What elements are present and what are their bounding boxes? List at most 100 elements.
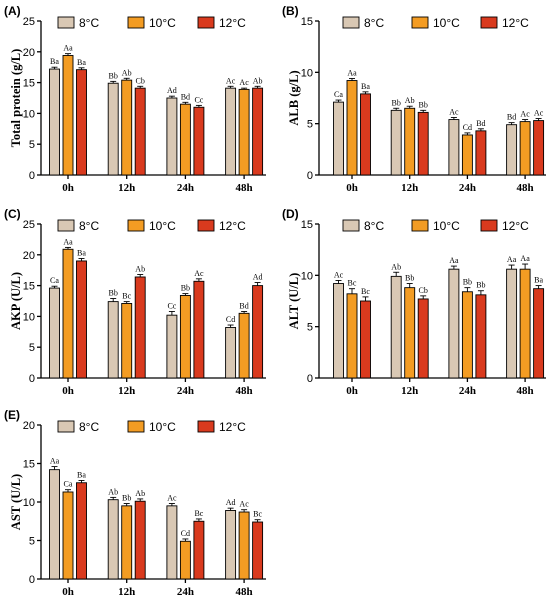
bar-10c-0h — [62, 248, 74, 379]
panel-a: (A) Total protein (g/L) 0 5 10 15 20 25 0h Ba Aa Ba… — [4, 4, 266, 194]
bar-12c-12h — [417, 298, 429, 379]
legend-label: 12°C — [502, 16, 529, 30]
bar-8c-48h — [225, 510, 237, 580]
significance-label: Bc — [253, 510, 262, 519]
bar-12c-24h — [475, 294, 487, 379]
bar-10c-24h — [461, 291, 473, 379]
significance-label: Ca — [334, 90, 343, 99]
significance-label: Ac — [239, 500, 249, 509]
significance-label: Aa — [449, 256, 459, 265]
legend-swatch-8c — [57, 219, 75, 232]
legend-label: 10°C — [433, 219, 460, 233]
significance-label: Ac — [334, 270, 344, 279]
y-tick-label: 25 — [23, 16, 35, 28]
significance-label: Ab — [108, 487, 118, 496]
x-tick-label: 12h — [118, 385, 135, 397]
legend-label: 12°C — [219, 219, 246, 233]
significance-label: Bd — [181, 92, 190, 101]
panel-label: (C) — [4, 207, 21, 221]
significance-label: Ba — [77, 248, 86, 257]
legend-label: 12°C — [502, 219, 529, 233]
significance-label: Bc — [122, 292, 131, 301]
significance-label: Bd — [507, 113, 516, 122]
significance-label: Cc — [167, 301, 176, 310]
significance-label: Cd — [226, 315, 235, 324]
significance-label: Ba — [534, 276, 543, 285]
significance-label: Ba — [77, 470, 86, 479]
y-tick-label: 10 — [301, 67, 313, 79]
x-tick-label: 12h — [118, 182, 135, 194]
x-tick-label: 12h — [118, 586, 135, 598]
legend-swatch-12c — [197, 16, 215, 29]
significance-label: Ac — [194, 269, 204, 278]
y-tick-label: 0 — [307, 373, 313, 385]
legend-label: 8°C — [79, 16, 99, 30]
x-tick-label: 0h — [62, 385, 74, 397]
bar-12c-48h — [252, 285, 264, 379]
legend-label: 10°C — [149, 219, 176, 233]
x-tick-label: 24h — [177, 385, 194, 397]
x-tick-label: 24h — [459, 385, 476, 397]
bar-10c-12h — [404, 287, 416, 379]
legend-swatch-8c — [57, 420, 75, 433]
bar-12c-24h — [193, 280, 205, 379]
bar-10c-12h — [121, 303, 133, 379]
x-tick-label: 24h — [459, 182, 476, 194]
panel-d: (D) ALT (U/L) 0 5 10 15 0h Ac Bc Bc 12h Ab Bb Cb 24h Aa… — [282, 207, 546, 397]
significance-label: Ac — [239, 78, 249, 87]
y-axis-title: Total protein (g/L) — [9, 49, 23, 148]
y-tick-label: 15 — [23, 78, 35, 90]
y-tick-label: 15 — [301, 219, 313, 231]
significance-label: Ab — [135, 489, 145, 498]
significance-label: Ad — [167, 86, 177, 95]
bar-8c-0h — [49, 469, 60, 580]
significance-label: Bb — [392, 98, 401, 107]
significance-label: Ac — [449, 108, 459, 117]
legend-label: 10°C — [433, 16, 460, 30]
bar-8c-24h — [448, 119, 460, 176]
bar-10c-48h — [238, 88, 250, 176]
significance-label: Aa — [63, 237, 73, 246]
significance-label: Ba — [77, 58, 86, 67]
significance-label: Ac — [167, 494, 177, 503]
bar-10c-0h — [62, 55, 74, 176]
significance-label: Ad — [253, 273, 263, 282]
bar-8c-24h — [166, 97, 178, 176]
x-tick-label: 0h — [346, 385, 358, 397]
legend-swatch-12c — [480, 219, 498, 232]
significance-label: Bc — [361, 287, 370, 296]
significance-label: Bd — [239, 301, 248, 310]
panel-b: (B) ALB (g/L) 0 5 10 15 0h Ca Aa Ba 12h Bb Ab Bb 24h Ac… — [282, 4, 546, 194]
panel-label: (B) — [282, 4, 299, 18]
y-axis-title: ALT (U/L) — [287, 273, 301, 330]
bar-12c-48h — [252, 87, 264, 176]
legend-swatch-10c — [127, 16, 145, 29]
legend-label: 10°C — [149, 16, 176, 30]
bar-12c-24h — [475, 130, 487, 176]
bar-12c-48h — [252, 521, 264, 580]
panel-label: (A) — [4, 4, 21, 18]
bar-10c-0h — [62, 491, 74, 580]
bar-8c-48h — [506, 268, 518, 379]
legend-swatch-8c — [342, 219, 360, 232]
significance-label: Ab — [135, 265, 145, 274]
bar-12c-24h — [193, 520, 205, 580]
legend-swatch-8c — [57, 16, 75, 29]
y-axis-title: AKP (U/L) — [9, 272, 23, 330]
bar-12c-0h — [76, 260, 87, 379]
x-tick-label: 0h — [346, 182, 358, 194]
legend-swatch-12c — [480, 16, 498, 29]
bar-12c-24h — [193, 106, 205, 176]
x-tick-label: 48h — [236, 385, 253, 397]
x-tick-label: 12h — [401, 182, 418, 194]
y-tick-label: 20 — [23, 47, 35, 59]
significance-label: Cb — [419, 286, 428, 295]
y-tick-label: 5 — [307, 119, 313, 131]
significance-label: Ca — [50, 276, 59, 285]
legend-swatch-10c — [127, 420, 145, 433]
significance-label: Bb — [405, 274, 414, 283]
panel-label: (D) — [282, 207, 299, 221]
y-axis-title: ALB (g/L) — [287, 70, 301, 125]
bar-10c-24h — [461, 134, 473, 176]
